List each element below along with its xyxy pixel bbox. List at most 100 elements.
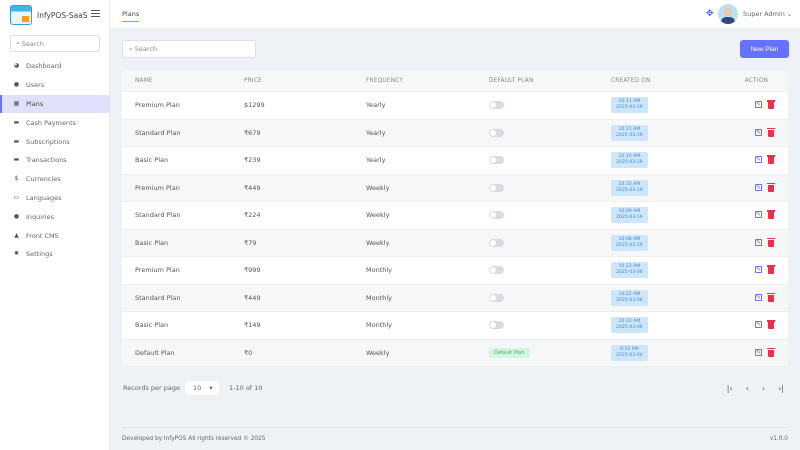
trash-icon[interactable] <box>767 265 775 275</box>
trash-icon[interactable] <box>767 320 775 330</box>
trash-icon[interactable] <box>767 210 775 220</box>
plan-price: ₹449 <box>244 183 261 192</box>
search-input[interactable]: ⌕ Search <box>122 40 256 58</box>
sidebar-item-plans[interactable]: ▦ Plans <box>0 94 110 114</box>
edit-icon[interactable]: ✎ <box>755 293 762 301</box>
col-created-on[interactable]: CREATED ON <box>611 77 651 84</box>
user-menu[interactable]: Super Admin ⌄ <box>743 10 792 18</box>
app-name: InfyPOS-SaaS <box>37 10 88 20</box>
created-date: 2025-03-19 <box>616 105 643 111</box>
edit-icon[interactable]: ✎ <box>755 266 762 274</box>
created-on-badge: 10:22 AM 2025-03-06 <box>611 317 648 334</box>
default-plan-toggle[interactable] <box>489 183 504 192</box>
created-on-badge: 10:11 AM 2025-03-19 <box>611 97 648 114</box>
sidebar-item-cash-payments[interactable]: ▬ Cash Payments <box>0 113 110 132</box>
created-time: 10:10 AM <box>618 154 641 160</box>
dollar-icon: $ <box>14 175 19 183</box>
sidebar-item-transactions[interactable]: ▬ Transactions <box>0 151 110 170</box>
trash-icon[interactable] <box>767 127 775 137</box>
default-plan-toggle[interactable] <box>489 293 504 302</box>
default-plan-toggle[interactable] <box>489 266 504 275</box>
edit-icon[interactable]: ✎ <box>755 238 762 246</box>
sidebar-search-placeholder: Search <box>21 39 45 48</box>
plan-frequency: Yearly <box>366 156 386 165</box>
sidebar-item-subscriptions[interactable]: ▬ Subscriptions <box>0 132 110 151</box>
prev-page-icon[interactable]: ‹ <box>745 383 749 393</box>
edit-icon[interactable]: ✎ <box>755 183 762 191</box>
version: v1.0.0 <box>769 436 788 442</box>
default-plan-toggle[interactable] <box>489 321 504 330</box>
sidebar-item-label: Subscriptions <box>26 137 70 146</box>
transaction-icon: ▬ <box>13 156 20 164</box>
created-time: 10:22 AM <box>618 319 641 325</box>
sidebar-search-input[interactable]: ⌕ Search <box>10 35 100 52</box>
tab-plans[interactable]: Plans <box>122 10 140 22</box>
brand[interactable]: InfyPOS-SaaS <box>10 5 88 25</box>
last-page-icon[interactable]: ›| <box>778 383 784 393</box>
created-time: 6:55 PM <box>620 346 639 352</box>
plan-frequency: Weekly <box>366 238 390 247</box>
sidebar-item-label: Front CMS <box>26 231 59 240</box>
edit-icon[interactable]: ✎ <box>755 101 762 109</box>
plans-table: NAME PRICE FREQUENCY DEFAULT PLAN CREATE… <box>122 70 788 367</box>
sidebar-item-inquiries[interactable]: ● Inquiries <box>0 207 110 226</box>
sidebar-item-label: Cash Payments <box>26 118 76 127</box>
col-name[interactable]: NAME <box>135 77 153 84</box>
sidebar: InfyPOS-SaaS ⌕ Search ◕ Dashboard ● Users ▦ P… <box>0 0 110 450</box>
apps-icon[interactable]: ✥ <box>706 9 714 19</box>
sidebar-item-languages[interactable]: ▭ Languages <box>0 189 110 208</box>
menu-toggle-icon[interactable] <box>91 10 100 17</box>
trash-icon[interactable] <box>767 237 775 247</box>
trash-icon[interactable] <box>767 347 775 357</box>
created-date: 2025-03-19 <box>616 215 643 221</box>
plan-frequency: Monthly <box>366 266 393 275</box>
edit-icon[interactable]: ✎ <box>755 211 762 219</box>
per-page-select[interactable]: 10 ▾ <box>185 381 220 395</box>
plan-name: Premium Plan <box>135 183 180 192</box>
sidebar-item-front-cms[interactable]: ▲ Front CMS <box>0 226 110 245</box>
created-time: 10:11 AM <box>618 126 641 132</box>
edit-icon[interactable]: ✎ <box>755 128 762 136</box>
edit-icon[interactable]: ✎ <box>755 321 762 329</box>
avatar[interactable] <box>718 4 738 24</box>
sidebar-item-users[interactable]: ● Users <box>0 76 110 95</box>
table-row: Premium Plan ₹999 Monthly 10:23 AM 2025-0… <box>122 257 788 285</box>
trash-icon[interactable] <box>767 182 775 192</box>
question-icon: ● <box>13 212 20 220</box>
sidebar-item-dashboard[interactable]: ◕ Dashboard <box>0 57 110 76</box>
col-default-plan[interactable]: DEFAULT PLAN <box>489 77 534 84</box>
sidebar-item-currencies[interactable]: $ Currencies <box>0 170 110 189</box>
trash-icon[interactable] <box>767 100 775 110</box>
next-page-icon[interactable]: › <box>761 383 766 393</box>
created-on-badge: 10:08 AM 2025-03-19 <box>611 234 648 251</box>
trash-icon[interactable] <box>767 292 775 302</box>
edit-icon[interactable]: ✎ <box>755 156 762 164</box>
plan-price: ₹449 <box>244 293 261 302</box>
default-plan-toggle[interactable] <box>489 238 504 247</box>
table-row: Default Plan ₹0 Weekly Default Plan 6:55… <box>122 339 788 367</box>
sidebar-nav: ◕ Dashboard ● Users ▦ Plans ▬ Cash Payments ▬ Sub… <box>0 57 110 264</box>
footer: Developed by InfyPOS All rights reserved… <box>122 427 788 442</box>
sidebar-item-settings[interactable]: ✹ Settings <box>0 245 110 264</box>
default-plan-toggle[interactable] <box>489 156 504 165</box>
footer-text: Developed by InfyPOS All rights reserved… <box>122 436 266 442</box>
plan-price: ₹224 <box>244 211 261 220</box>
edit-icon[interactable]: ✎ <box>755 348 762 356</box>
default-plan-toggle[interactable] <box>489 128 504 137</box>
sidebar-item-label: Languages <box>26 193 62 202</box>
plan-name: Basic Plan <box>135 321 169 330</box>
new-plan-button[interactable]: New Plan <box>740 40 789 58</box>
default-plan-toggle[interactable] <box>489 101 504 110</box>
created-on-badge: 10:11 AM 2025-03-19 <box>611 124 648 141</box>
first-page-icon[interactable]: |‹ <box>726 383 733 393</box>
col-price[interactable]: PRICE <box>244 77 262 84</box>
default-plan-toggle[interactable] <box>489 211 504 220</box>
trash-icon[interactable] <box>767 155 775 165</box>
plan-price: ₹679 <box>244 128 261 137</box>
plan-name: Premium Plan <box>135 101 180 110</box>
created-time: 10:23 AM <box>618 264 641 270</box>
table-row: Premium Plan $1299 Yearly 10:11 AM 2025-0… <box>122 92 788 120</box>
created-time: 10:22 AM <box>618 291 641 297</box>
col-frequency[interactable]: FREQUENCY <box>366 77 404 84</box>
user-icon: ● <box>13 81 20 89</box>
